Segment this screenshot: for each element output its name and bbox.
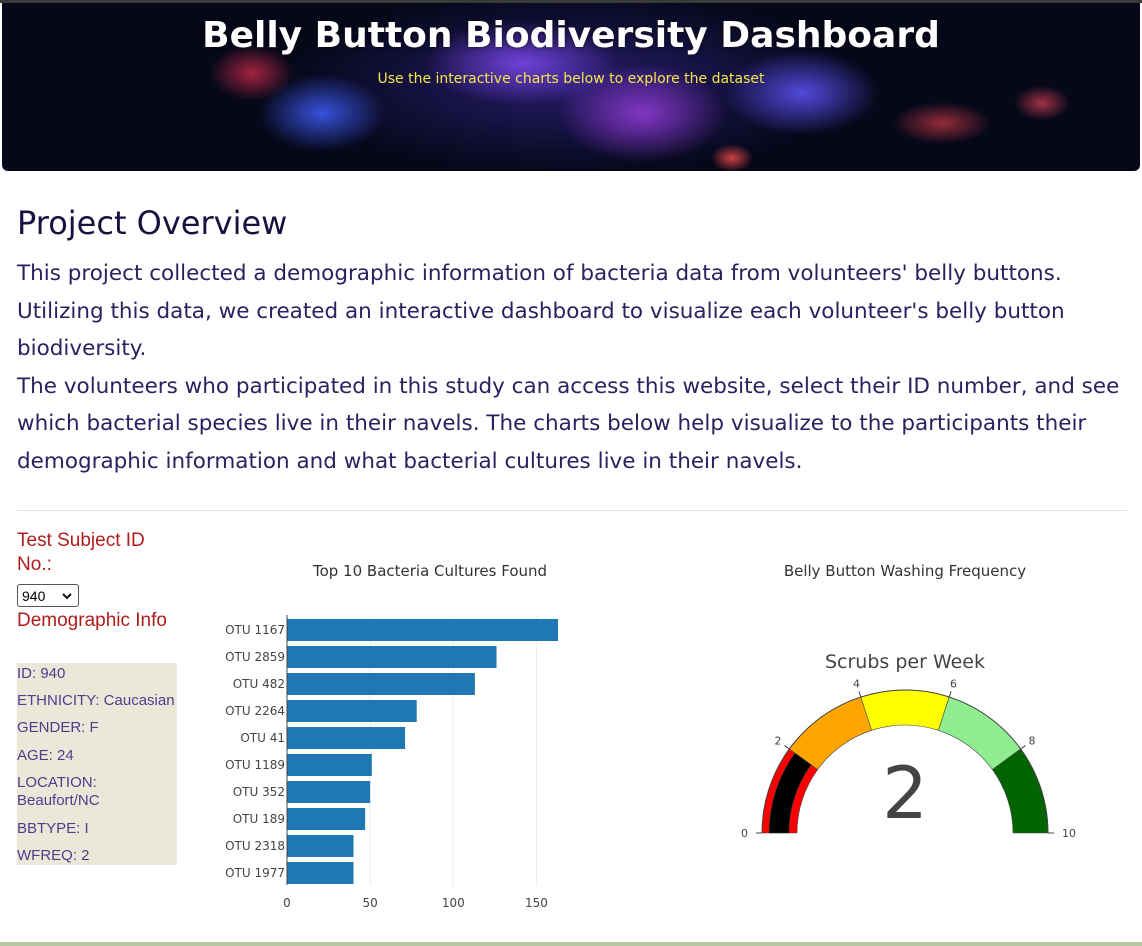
x-tick-label: 100 — [442, 896, 465, 910]
bar-category-label: OTU 1189 — [225, 758, 285, 772]
overview-title: Project Overview — [17, 204, 288, 242]
gauge-tick-label: 2 — [774, 735, 781, 748]
gauge-step — [860, 689, 950, 731]
bar — [287, 646, 497, 668]
bar — [287, 781, 371, 803]
page-subtitle: Use the interactive charts below to expl… — [377, 71, 765, 87]
bar-chart-title: Top 10 Bacteria Cultures Found — [312, 562, 548, 580]
subject-id-selected-value: 940 — [22, 588, 46, 604]
gauge-tick-label: 8 — [1029, 735, 1036, 748]
gauge-tick — [1020, 745, 1026, 750]
x-tick-label: 0 — [283, 896, 291, 910]
bar-category-label: OTU 2859 — [225, 650, 285, 664]
bar-category-label: OTU 1167 — [225, 623, 285, 637]
demographic-info-heading: Demographic Info — [17, 610, 167, 631]
gauge-chart-title: Belly Button Washing Frequency — [783, 562, 1027, 580]
gauge-outline — [761, 689, 1049, 834]
bar — [287, 862, 354, 884]
bar-category-label: OTU 189 — [233, 812, 285, 826]
demo-gender: GENDER: F — [17, 719, 99, 736]
overview-text: This project collected a demographic inf… — [17, 255, 1132, 480]
page-title: Belly Button Biodiversity Dashboard — [202, 15, 940, 56]
bar-chart: OTU 1167 OTU 2859 OTU 482 OTU 2264 OTU 41 OTU… — [225, 615, 559, 910]
demo-age: AGE: 24 — [17, 747, 74, 764]
gauge-value-bar — [768, 752, 812, 834]
overview-paragraph-2: The volunteers who participated in this … — [17, 373, 1120, 474]
top-border — [0, 0, 1142, 3]
chevron-down-icon — [61, 585, 73, 610]
x-tick-label: 50 — [362, 896, 377, 910]
gauge-value: 2 — [882, 751, 928, 835]
bar-category-label: OTU 352 — [233, 785, 285, 799]
bar-category-label: OTU 41 — [240, 731, 285, 745]
demo-wfreq: WFREQ: 2 — [17, 847, 90, 864]
demo-ethnicity: ETHNICITY: Caucasian — [17, 692, 175, 709]
bar — [287, 808, 366, 830]
bar — [287, 619, 559, 641]
gauge-title: Scrubs per Week — [825, 651, 985, 673]
subject-id-label: Test Subject ID No.: — [17, 530, 145, 575]
gauge-tick — [948, 691, 952, 698]
gauge-tick — [858, 691, 862, 698]
gauge-chart: 0 2 4 6 8 10 Scrubs per Week 2 — [741, 651, 1076, 840]
header-banner: Belly Button Biodiversity Dashboard Use … — [2, 3, 1140, 171]
bar — [287, 673, 475, 695]
bar — [287, 835, 354, 857]
bar-category-label: OTU 2318 — [225, 839, 285, 853]
gauge-tick — [784, 745, 790, 750]
subject-id-select[interactable]: 940 — [17, 584, 79, 607]
demographic-info-panel — [17, 663, 177, 865]
bar — [287, 727, 406, 749]
bar — [287, 754, 372, 776]
demo-id: ID: 940 — [17, 665, 66, 682]
bar-category-label: OTU 1977 — [225, 866, 285, 880]
overview-paragraph-1: This project collected a demographic inf… — [17, 261, 1065, 361]
x-tick-label: 150 — [525, 896, 548, 910]
demo-location: LOCATION: Beaufort/NC — [17, 774, 100, 809]
bottom-border — [0, 942, 1142, 946]
gauge-tick-label: 10 — [1062, 827, 1076, 840]
bar — [287, 700, 417, 722]
gauge-tick-label: 6 — [950, 678, 957, 691]
bar-category-label: OTU 2264 — [225, 704, 285, 718]
section-divider — [17, 510, 1127, 511]
bar-category-label: OTU 482 — [233, 677, 285, 691]
gauge-tick-label: 0 — [741, 827, 748, 840]
demo-bbtype: BBTYPE: I — [17, 820, 89, 837]
gauge-tick-label: 4 — [853, 678, 860, 691]
